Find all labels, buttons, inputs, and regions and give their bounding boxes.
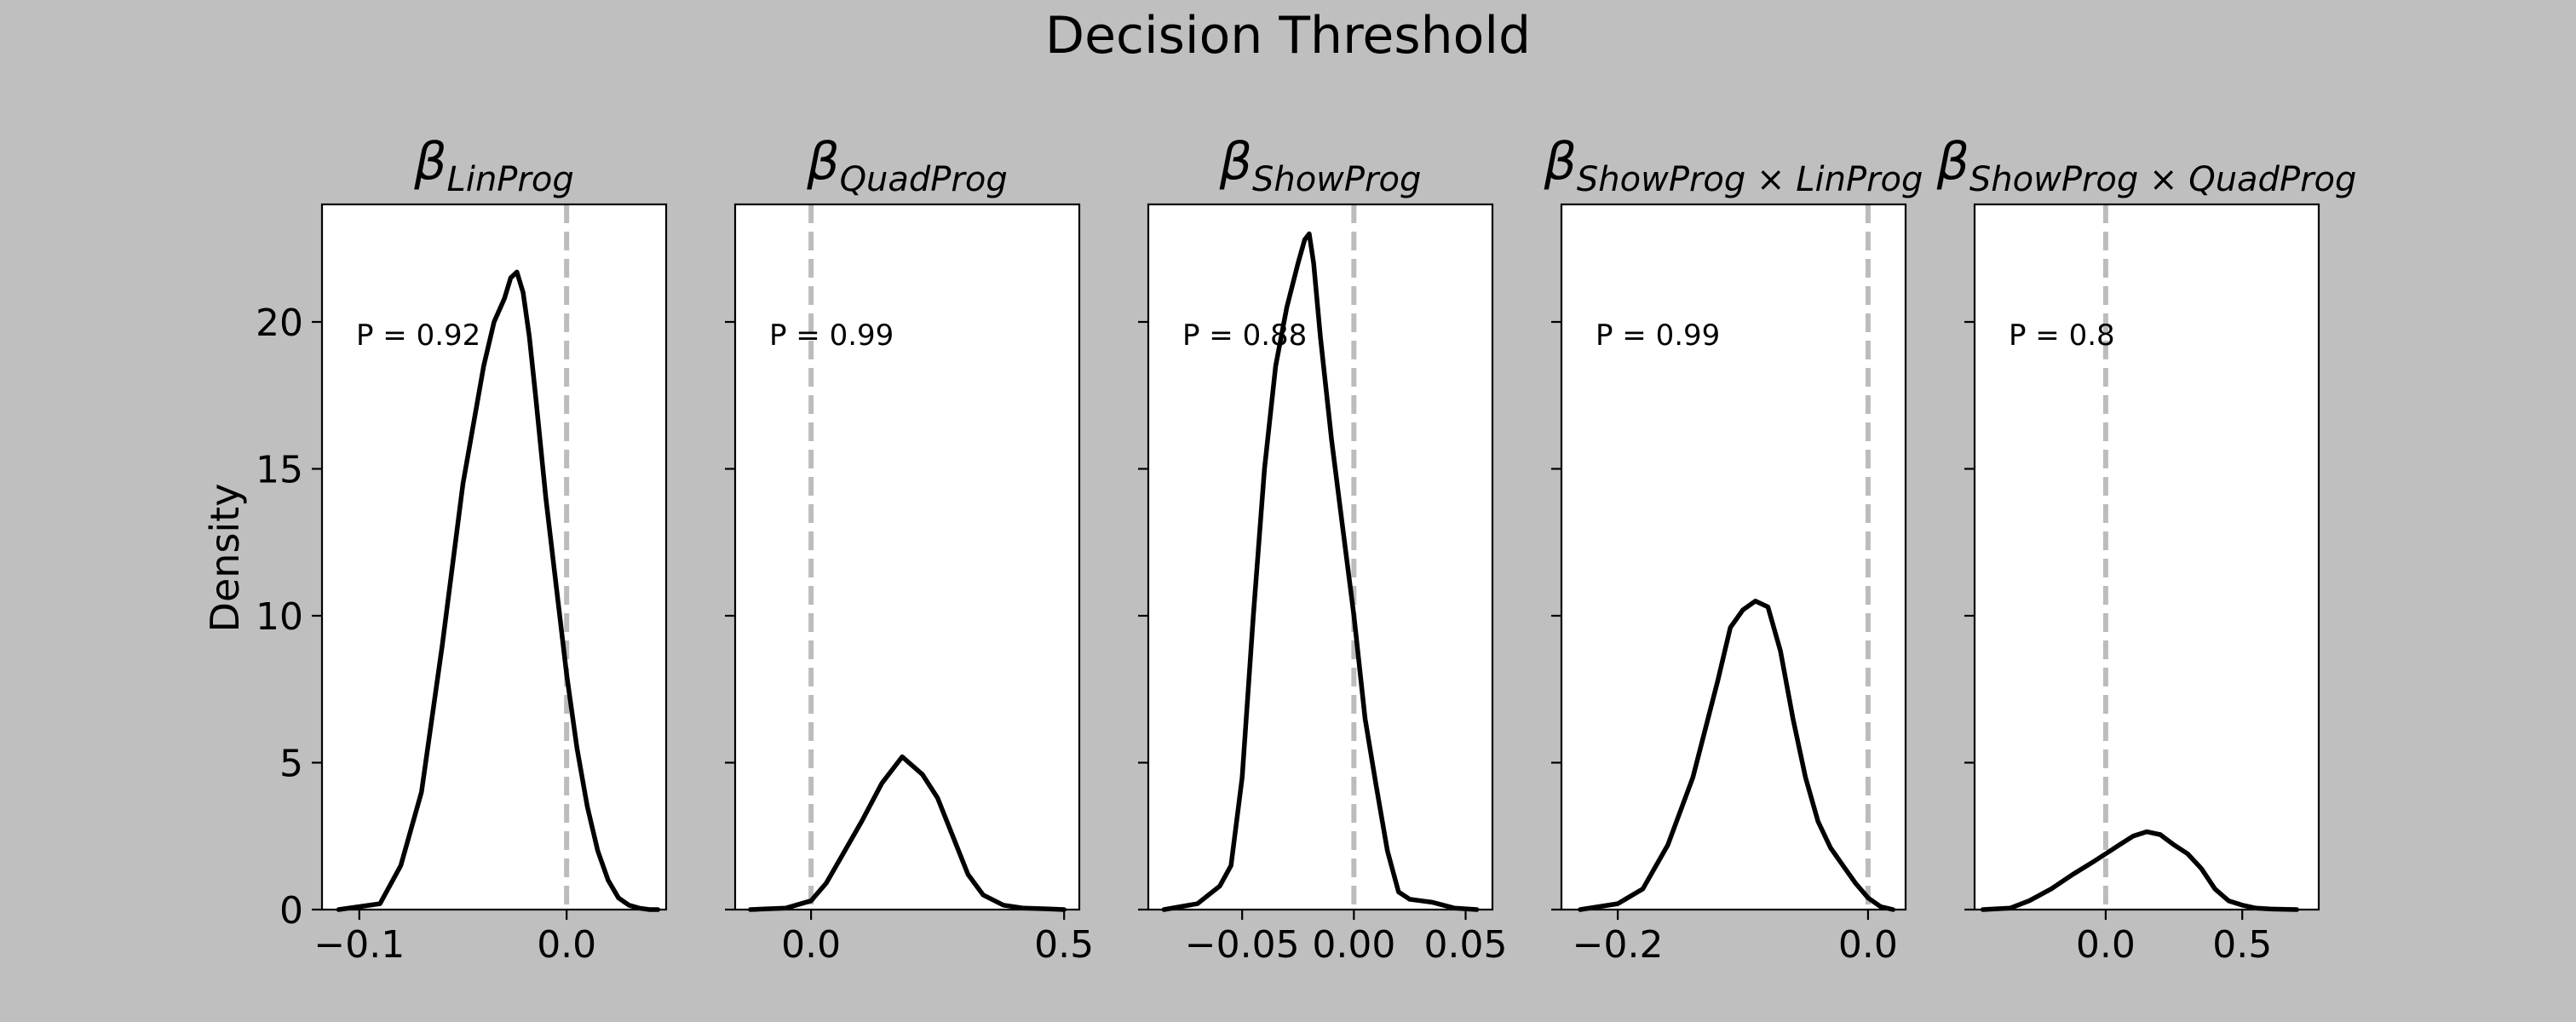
- plot-area: [1561, 204, 1906, 910]
- subplot-title: βShowProg × LinProg: [1544, 132, 1923, 199]
- x-tick-label: 0.0: [781, 923, 841, 967]
- y-tick-label: 5: [279, 743, 303, 786]
- y-tick-label: 10: [256, 595, 303, 639]
- probability-annotation: P = 0.8: [2009, 319, 2115, 353]
- plot-area: [322, 204, 666, 910]
- probability-annotation: P = 0.99: [769, 319, 894, 353]
- plot-area: [735, 204, 1079, 910]
- subplot-title: βQuadProg: [806, 132, 1007, 199]
- subplot-title: βShowProg: [1219, 132, 1422, 199]
- plot-area: [1975, 204, 2319, 910]
- plot-area: [1148, 204, 1492, 910]
- panel-1: 0 5 10 15 20 −0.1 0.0 P = 0.92 βLinProg: [256, 132, 668, 967]
- x-tick-label: 0.5: [1034, 923, 1094, 967]
- y-tick-label: 20: [256, 301, 303, 345]
- panel-4: −0.2 0.0 P = 0.99 βShowProg × LinProg: [1544, 132, 1923, 967]
- x-tick-label: −0.05: [1185, 923, 1300, 967]
- x-tick-label: −0.2: [1573, 923, 1664, 967]
- probability-annotation: P = 0.88: [1182, 319, 1307, 353]
- y-axis-label: Density: [202, 484, 248, 633]
- panel-frame: [1147, 203, 1494, 911]
- x-tick-label: 0.5: [2212, 923, 2272, 967]
- density-curve: [1161, 231, 1480, 912]
- x-tick-label: 0.0: [537, 923, 596, 967]
- density-curve: [336, 269, 661, 912]
- subplot-title: βShowProg × QuadProg: [1936, 132, 2357, 199]
- panel-2: 0.0 0.5 P = 0.99 βQuadProg: [725, 132, 1094, 967]
- x-tick-label: 0.0: [2076, 923, 2136, 967]
- x-tick-label: 0.00: [1312, 923, 1395, 967]
- y-tick-label: 15: [256, 449, 303, 492]
- panel-frame: [320, 203, 668, 911]
- panels-group: 0 5 10 15 20 −0.1 0.0 P = 0.92 βLinProg 0.0 0.5 P =…: [256, 132, 2356, 967]
- panel-frame: [1973, 203, 2320, 911]
- density-curve: [748, 754, 1067, 912]
- density-curve: [1980, 829, 2300, 912]
- density-curve: [1578, 599, 1896, 912]
- x-tick-label: 0.05: [1424, 923, 1508, 967]
- panel-frame: [1560, 203, 1907, 911]
- y-tick-label: 0: [279, 889, 303, 933]
- panel-3: −0.05 0.00 0.05 P = 0.88 βShowProg: [1138, 132, 1508, 967]
- figure-title: Decision Threshold: [1045, 6, 1531, 66]
- x-tick-label: −0.1: [313, 923, 405, 967]
- panel-frame: [733, 203, 1081, 911]
- probability-annotation: P = 0.92: [356, 319, 480, 353]
- probability-annotation: P = 0.99: [1596, 319, 1720, 353]
- panel-5: 0.0 0.5 P = 0.8 βShowProg × QuadProg: [1936, 132, 2357, 967]
- x-tick-label: 0.0: [1838, 923, 1898, 967]
- subplot-title: βLinProg: [413, 132, 573, 199]
